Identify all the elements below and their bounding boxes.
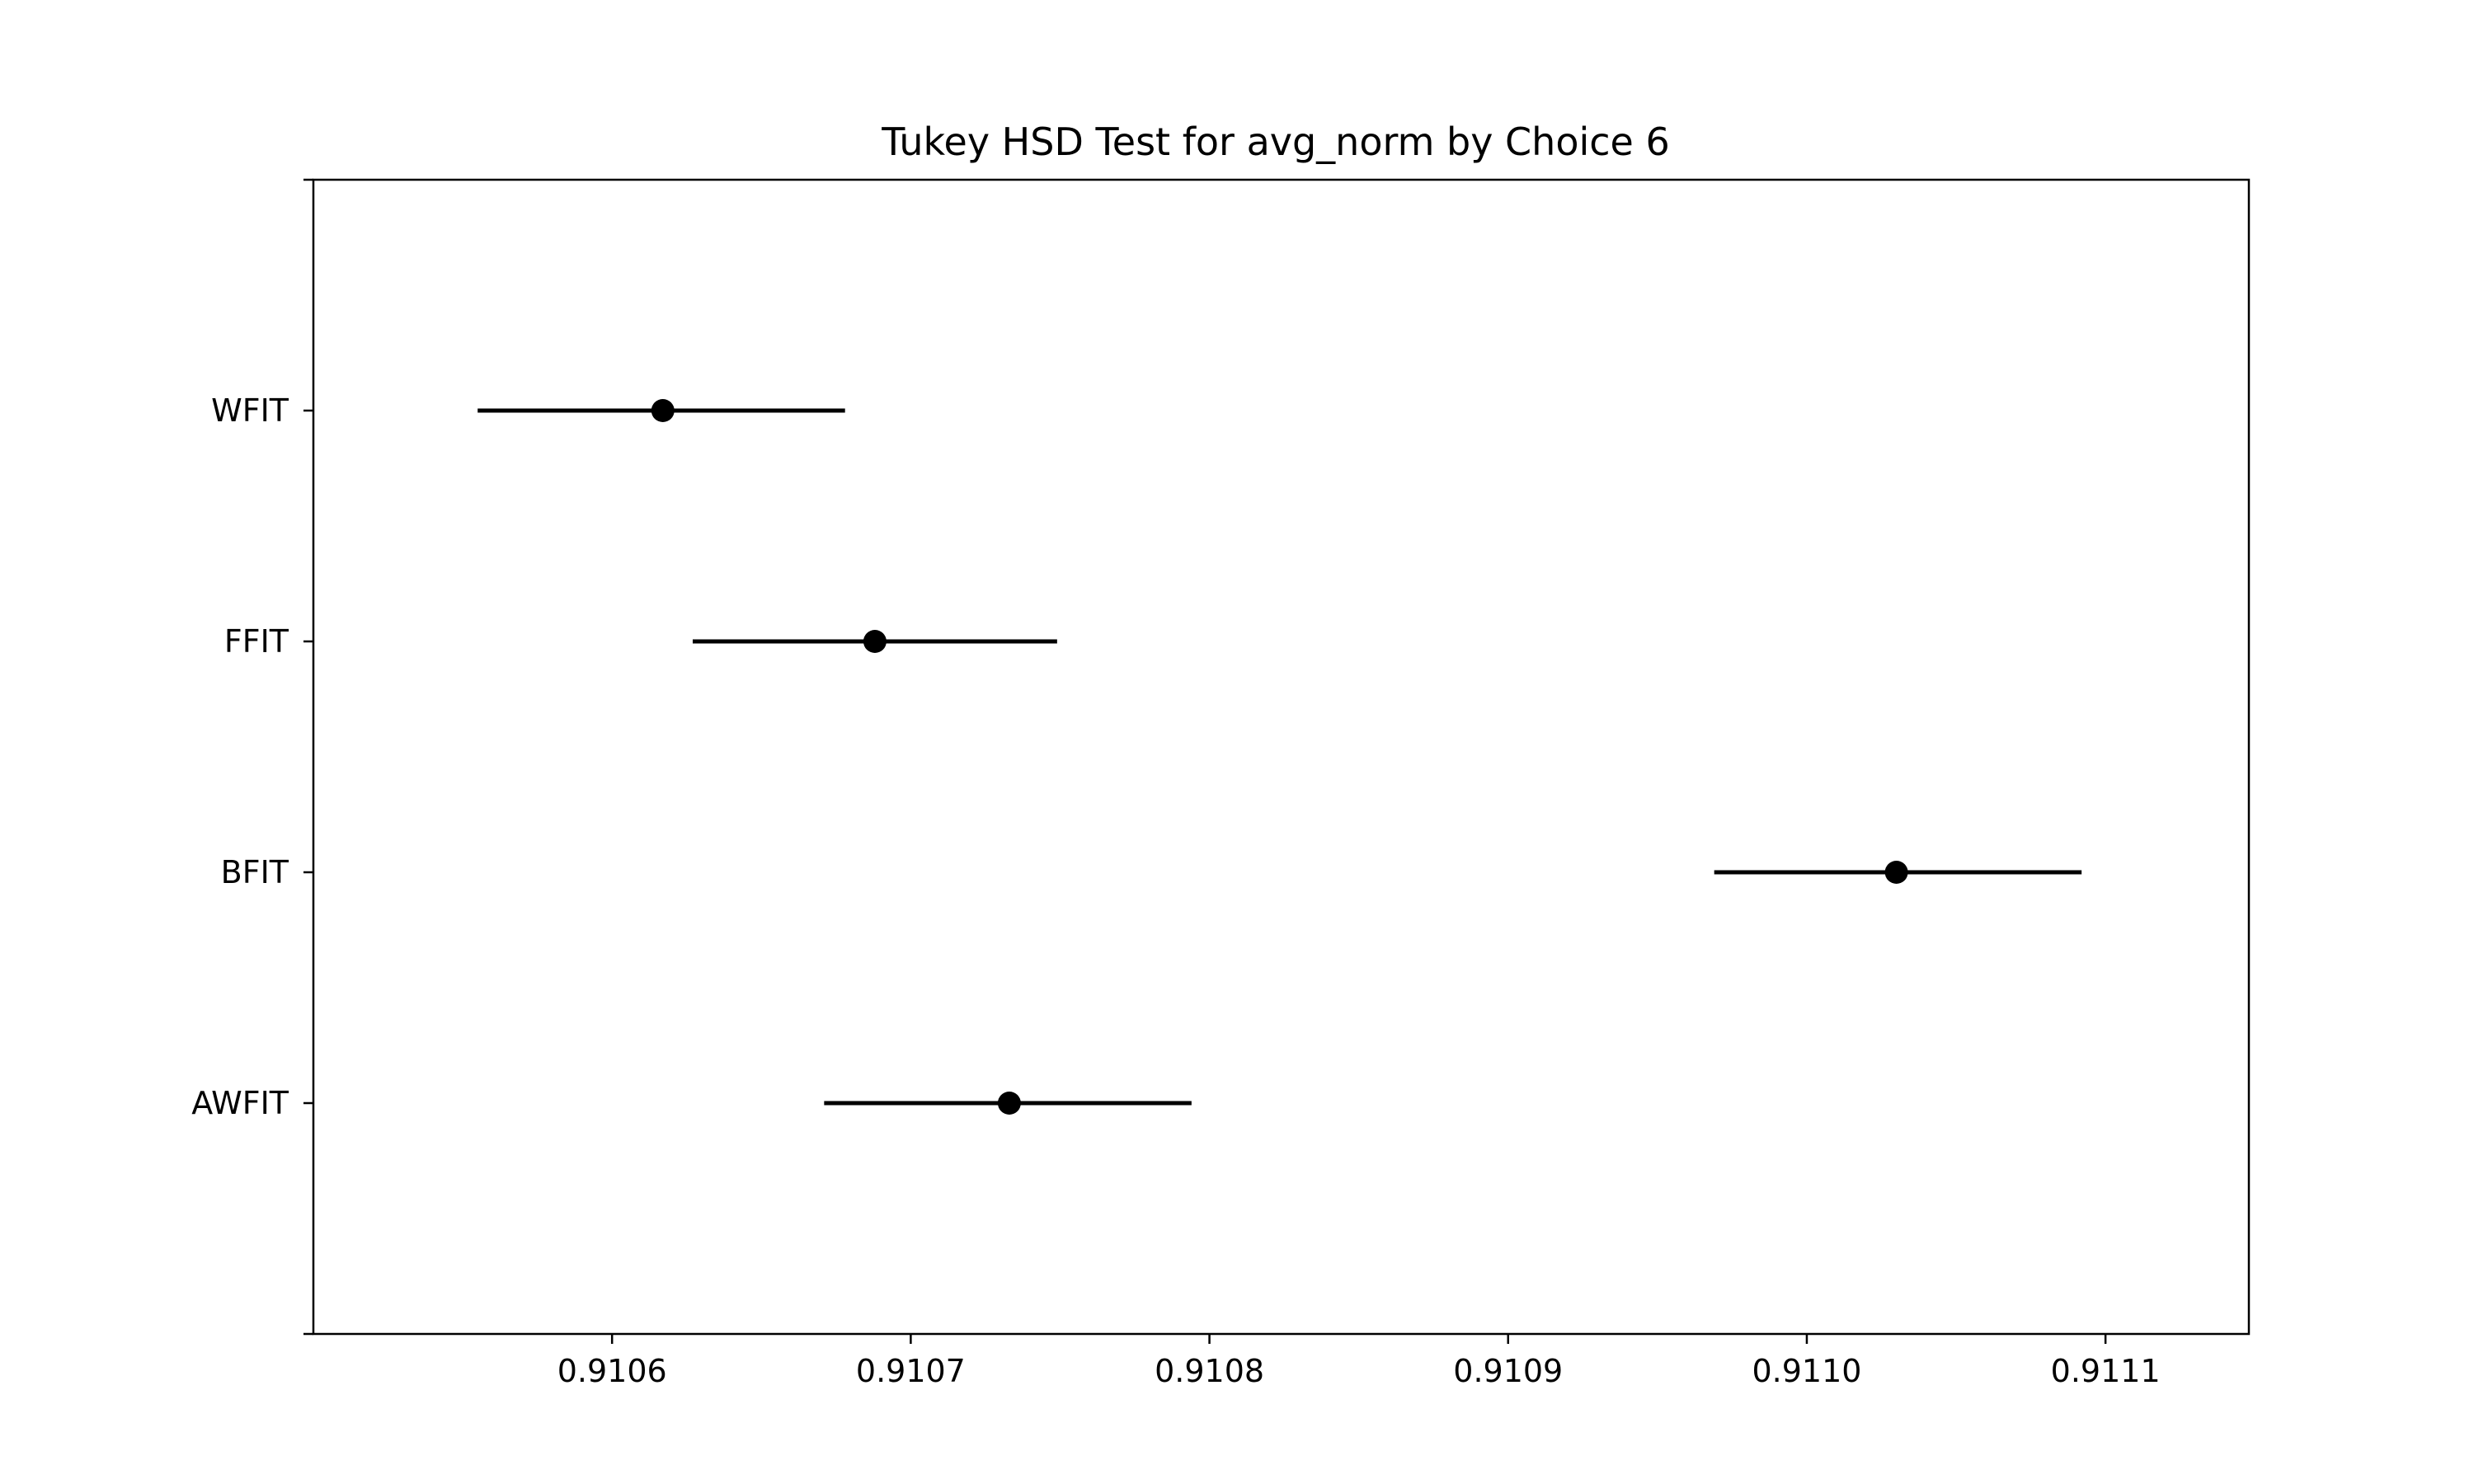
y-tick-label: AWFIT [191,1085,289,1121]
plot-marks [477,399,2082,1115]
mean-point-awfit [997,1092,1021,1115]
x-tick-label: 0.9108 [1155,1353,1264,1389]
x-axis: 0.9106 0.9107 0.9108 0.9109 0.9110 0.9111 [557,1334,2161,1389]
x-tick-label: 0.9107 [856,1353,966,1389]
x-tick-label: 0.9109 [1453,1353,1563,1389]
x-tick-label: 0.9106 [557,1353,667,1389]
y-axis: WFIT FFIT BFIT AWFIT [191,178,313,1336]
plot-area-frame [312,178,2251,1336]
x-tick-label: 0.9111 [2051,1353,2161,1389]
mean-point-wfit [651,399,675,422]
mean-point-bfit [1884,861,1908,884]
mean-point-ffit [863,630,887,653]
y-tick-label: WFIT [211,392,289,429]
y-tick-label: BFIT [221,854,289,890]
x-tick-label: 0.9110 [1752,1353,1861,1389]
chart-title: Tukey HSD Test for avg_norm by Choice 6 [881,120,1670,164]
y-tick-label: FFIT [224,623,289,660]
